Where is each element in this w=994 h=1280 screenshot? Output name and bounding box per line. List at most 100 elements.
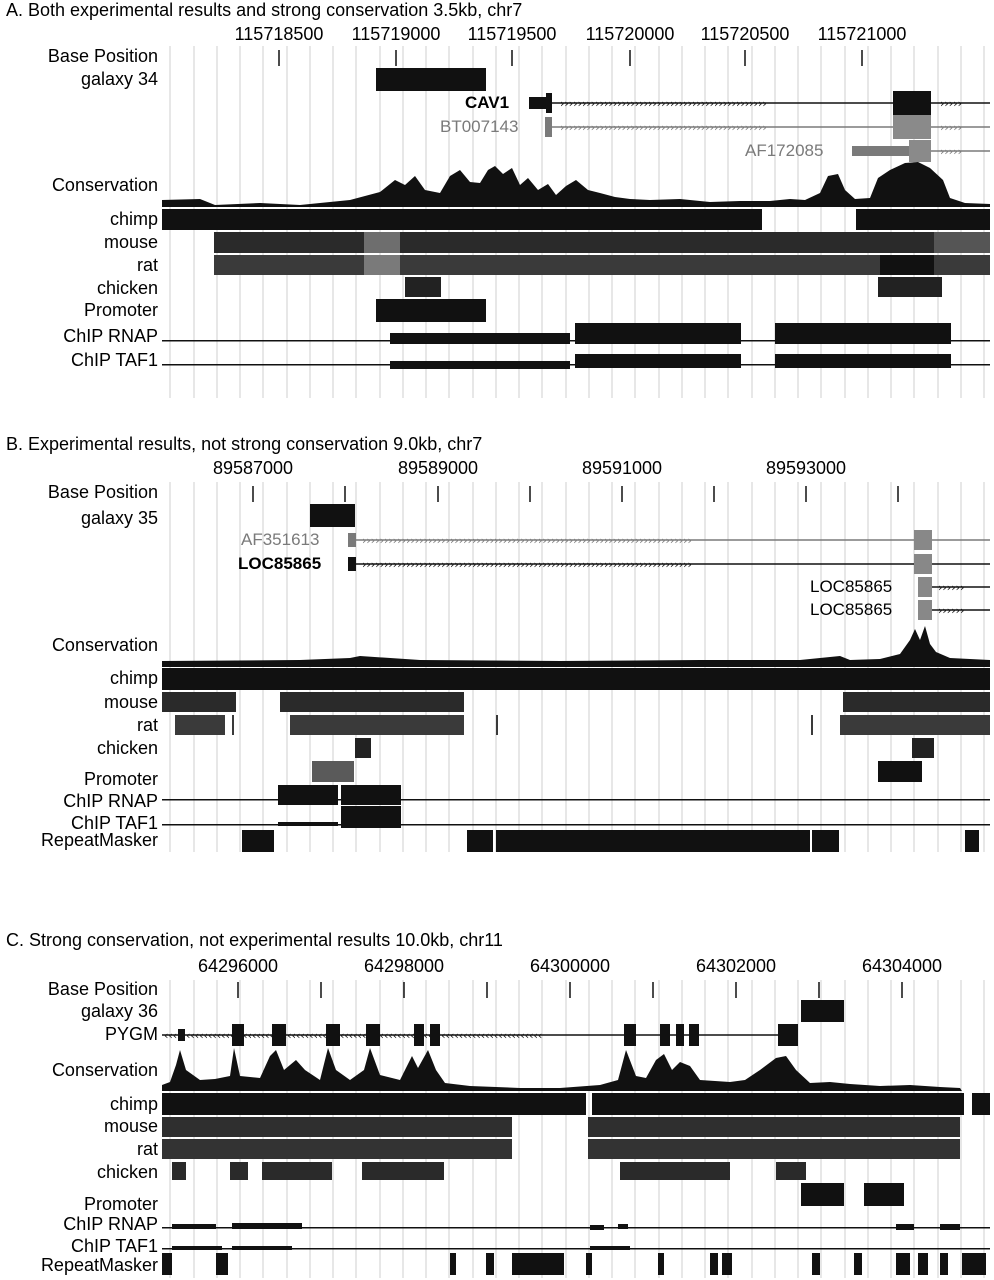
chip-rnap-track	[162, 323, 990, 344]
panel-c-axis: 64296000 64298000 64300000 64302000 6430…	[0, 956, 994, 978]
track-label-chimp: chimp	[109, 668, 158, 688]
tick-label: 115718500	[234, 24, 324, 44]
promoter-track	[801, 1183, 904, 1206]
svg-text:››››››››››››››››››››››››››››››: ››››››››››››››››››››››››››››››››››››››››…	[362, 558, 692, 571]
track-label-base-position: Base Position	[47, 979, 158, 999]
tick-label: 115720000	[585, 24, 675, 44]
galaxy-block	[801, 1000, 844, 1022]
track-label-mouse: mouse	[103, 232, 158, 252]
svg-text:››››››››››››››››››››››››››››››: ››››››››››››››››››››››››››››››››››››››››…	[560, 121, 767, 134]
track-label-chip-taf1: ChIP TAF1	[70, 350, 158, 370]
gene-bt007143: ››››››››››››››››››››››››››››››››››››››››…	[545, 115, 990, 139]
track-label-chip-taf1: ChIP TAF1	[70, 1236, 158, 1256]
panel-b-browser: ››››››››››››››››››››››››››››››››››››››››…	[162, 482, 990, 852]
repeatmasker-track	[242, 830, 979, 852]
svg-text:›››››: ›››››	[940, 121, 962, 134]
repeatmasker-track	[162, 1253, 986, 1275]
track-label-promoter: Promoter	[83, 1194, 158, 1214]
track-label-rat: rat	[136, 715, 158, 735]
gene-loc85865-c: ››››››	[918, 600, 990, 620]
chimp-track	[162, 1093, 990, 1115]
chimp-track	[162, 668, 990, 690]
svg-text:››››››: ››››››	[938, 604, 964, 617]
panel-c-title: C. Strong conservation, not experimental…	[6, 930, 503, 950]
base-position-ticks	[252, 486, 899, 502]
track-label-base-position: Base Position	[47, 46, 158, 66]
tick-label: 64304000	[861, 956, 943, 976]
chip-rnap-track	[162, 785, 990, 805]
mouse-track	[162, 1117, 960, 1137]
gene-label-loc85865: LOC85865	[810, 577, 893, 596]
track-label-chicken: chicken	[96, 1162, 158, 1182]
track-label-promoter: Promoter	[83, 300, 158, 320]
promoter-track	[312, 761, 922, 782]
gene-af351613: ››››››››››››››››››››››››››››››››››››››››…	[348, 530, 990, 550]
track-label-conservation: Conservation	[51, 1060, 158, 1080]
tick-label: 64296000	[197, 956, 279, 976]
gene-label-bt007143: BT007143	[440, 117, 519, 136]
conservation-wiggle	[162, 626, 990, 667]
tick-label: 64300000	[529, 956, 611, 976]
panel-c-track-labels: Base Position galaxy 36 PYGM Conservatio…	[0, 930, 158, 1280]
panel-a-axis: 115718500 115719000 115719500 115720000 …	[0, 24, 994, 46]
track-label-chip-rnap: ChIP RNAP	[63, 791, 158, 811]
track-label-galaxy: galaxy 36	[80, 1001, 158, 1021]
panel-b-title: B. Experimental results, not strong cons…	[6, 434, 483, 454]
gene-af172085: ›››››	[852, 140, 990, 162]
tick-label: 89593000	[765, 458, 847, 478]
base-position-ticks	[278, 50, 863, 66]
track-label-chimp: chimp	[109, 1094, 158, 1114]
chicken-track	[172, 1162, 806, 1180]
panel-a: A. Both experimental results and strong …	[0, 0, 994, 400]
track-label-pygm: PYGM	[104, 1024, 158, 1044]
track-label-chicken: chicken	[96, 738, 158, 758]
panel-b-axis: 89587000 89589000 89591000 89593000	[0, 458, 994, 480]
rat-track	[214, 255, 990, 275]
panel-b: B. Experimental results, not strong cons…	[0, 434, 994, 864]
tick-label: 115720500	[700, 24, 790, 44]
promoter-block	[376, 299, 486, 322]
rat-track	[162, 1139, 960, 1159]
panel-c-browser: ‹‹‹‹‹‹‹‹‹‹‹‹‹‹‹‹‹‹‹‹‹‹‹‹‹‹‹‹‹‹‹‹‹‹‹‹‹‹‹‹…	[162, 980, 990, 1278]
gene-loc85865-a: ››››››››››››››››››››››››››››››››››››››››…	[348, 554, 990, 574]
track-label-rat: rat	[136, 255, 158, 275]
track-label-galaxy: galaxy 34	[80, 69, 158, 89]
svg-text:››››››: ››››››	[938, 581, 964, 594]
svg-text:‹‹‹‹‹‹‹‹‹‹‹‹‹‹‹‹‹‹‹‹‹‹‹‹‹‹‹‹‹‹: ‹‹‹‹‹‹‹‹‹‹‹‹‹‹‹‹‹‹‹‹‹‹‹‹‹‹‹‹‹‹‹‹‹‹‹‹‹‹‹‹…	[164, 1029, 542, 1042]
tick-label: 64298000	[363, 956, 445, 976]
chip-rnap-track	[162, 1223, 990, 1230]
chip-taf1-track	[162, 806, 990, 828]
gene-cav1: ››››››››››››››››››››››››››››››››››››››››…	[529, 91, 990, 115]
tick-label: 64302000	[695, 956, 777, 976]
conservation-wiggle	[162, 1048, 962, 1091]
gene-label-loc85865: LOC85865	[810, 600, 893, 619]
track-label-rat: rat	[136, 1139, 158, 1159]
track-label-promoter: Promoter	[83, 769, 158, 789]
track-label-chimp: chimp	[109, 209, 158, 229]
panel-a-track-labels: Base Position galaxy 34 Conservation chi…	[0, 0, 158, 400]
tick-label: 115721000	[817, 24, 907, 44]
panel-a-browser: ››››››››››››››››››››››››››››››››››››››››…	[162, 46, 990, 398]
track-label-conservation: Conservation	[51, 175, 158, 195]
gene-label-af172085: AF172085	[745, 141, 824, 160]
gene-label-loc85865: LOC85865	[238, 554, 322, 573]
track-label-base-position: Base Position	[47, 482, 158, 502]
chicken-track	[355, 738, 934, 758]
tick-label: 115719500	[467, 24, 557, 44]
track-label-chip-taf1: ChIP TAF1	[70, 813, 158, 833]
chicken-track	[405, 277, 942, 297]
gene-label-af351613: AF351613	[241, 530, 320, 549]
galaxy-block	[376, 68, 486, 91]
gene-label-cav1: CAV1	[465, 93, 510, 112]
rat-track	[175, 715, 990, 735]
track-label-repeatmasker: RepeatMasker	[40, 1255, 158, 1275]
galaxy-block	[310, 504, 355, 527]
tick-label: 89589000	[397, 458, 479, 478]
tick-label: 89591000	[581, 458, 663, 478]
svg-text:››››››››››››››››››››››››››››››: ››››››››››››››››››››››››››››››››››››››››…	[362, 534, 692, 547]
track-label-repeatmasker: RepeatMasker	[40, 830, 158, 850]
mouse-track	[214, 232, 990, 253]
svg-text:›››››: ›››››	[940, 97, 962, 110]
panel-b-track-labels: Base Position galaxy 35 Conservation chi…	[0, 434, 158, 864]
gene-pygm: ‹‹‹‹‹‹‹‹‹‹‹‹‹‹‹‹‹‹‹‹‹‹‹‹‹‹‹‹‹‹‹‹‹‹‹‹‹‹‹‹…	[162, 1024, 798, 1046]
